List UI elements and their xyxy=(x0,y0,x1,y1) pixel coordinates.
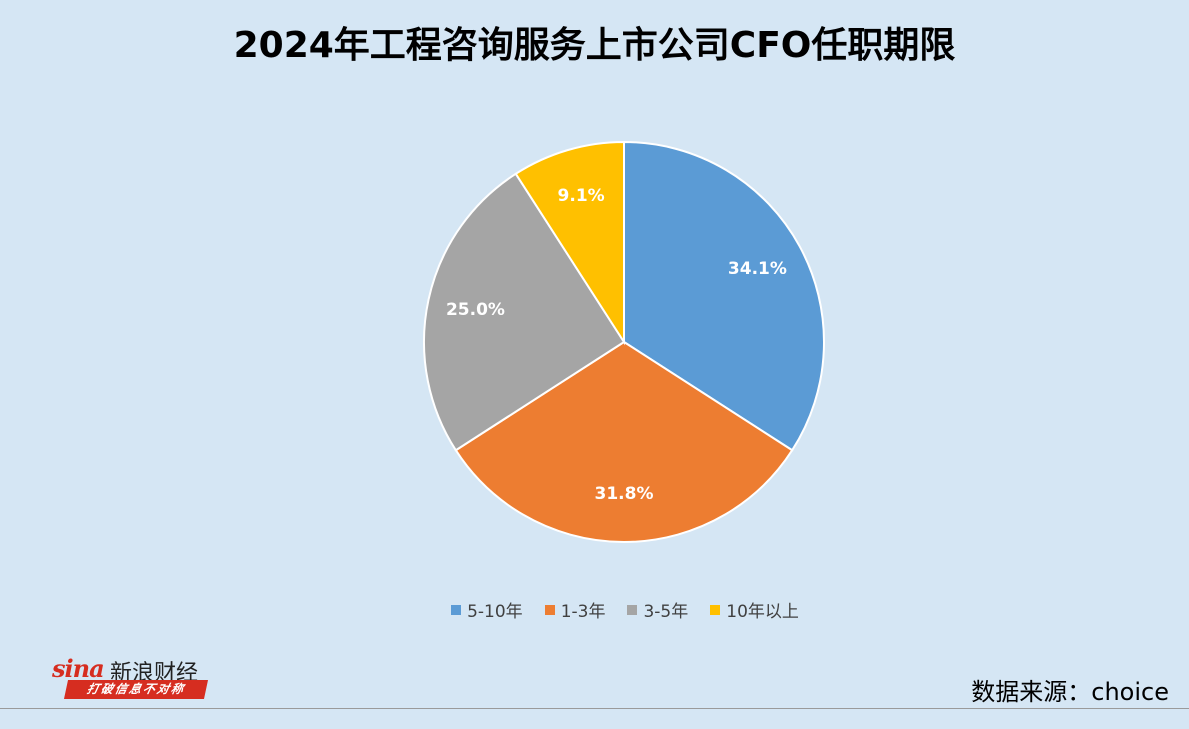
chart-legend: 5-10年 1-3年 3-5年 10年以上 xyxy=(0,597,1189,622)
legend-swatch xyxy=(544,604,555,615)
pie-slice-2 xyxy=(423,172,626,452)
pie-data-label-2: 25.0% xyxy=(446,300,505,320)
pie-slice-1 xyxy=(454,340,794,543)
sina-logo-slogan: 打破信息不对称 xyxy=(63,680,209,699)
data-source-note: 数据来源：choice xyxy=(971,678,1169,706)
sina-finance-logo: sina 新浪财经 打破信息不对称 xyxy=(52,654,222,704)
legend-label: 1-3年 xyxy=(560,602,606,622)
legend-swatch xyxy=(627,604,638,615)
pie-slice-3 xyxy=(514,140,625,346)
legend-swatch xyxy=(451,604,462,615)
legend-label: 3-5年 xyxy=(643,602,689,622)
legend-item-3-5: 3-5年 xyxy=(627,597,688,622)
pie-data-label-0: 34.1% xyxy=(728,259,787,279)
legend-item-5-10: 5-10年 xyxy=(451,597,523,622)
pie-data-label-3: 9.1% xyxy=(558,186,605,206)
legend-label: 5-10年 xyxy=(467,602,523,622)
chart-title: 2024年工程咨询服务上市公司CFO任职期限 xyxy=(233,25,956,66)
sina-logo-wordmark: sina xyxy=(52,654,105,683)
legend-item-1-3: 1-3年 xyxy=(544,597,606,622)
legend-swatch xyxy=(710,604,721,615)
legend-label: 10年以上 xyxy=(726,602,799,622)
pie-data-labels: 34.1% 31.8% 25.0% 9.1% xyxy=(446,186,787,504)
pie-data-label-1: 31.8% xyxy=(595,484,654,504)
bottom-divider xyxy=(0,708,1189,709)
legend-item-10-plus: 10年以上 xyxy=(710,597,799,622)
pie-slices xyxy=(423,140,825,543)
